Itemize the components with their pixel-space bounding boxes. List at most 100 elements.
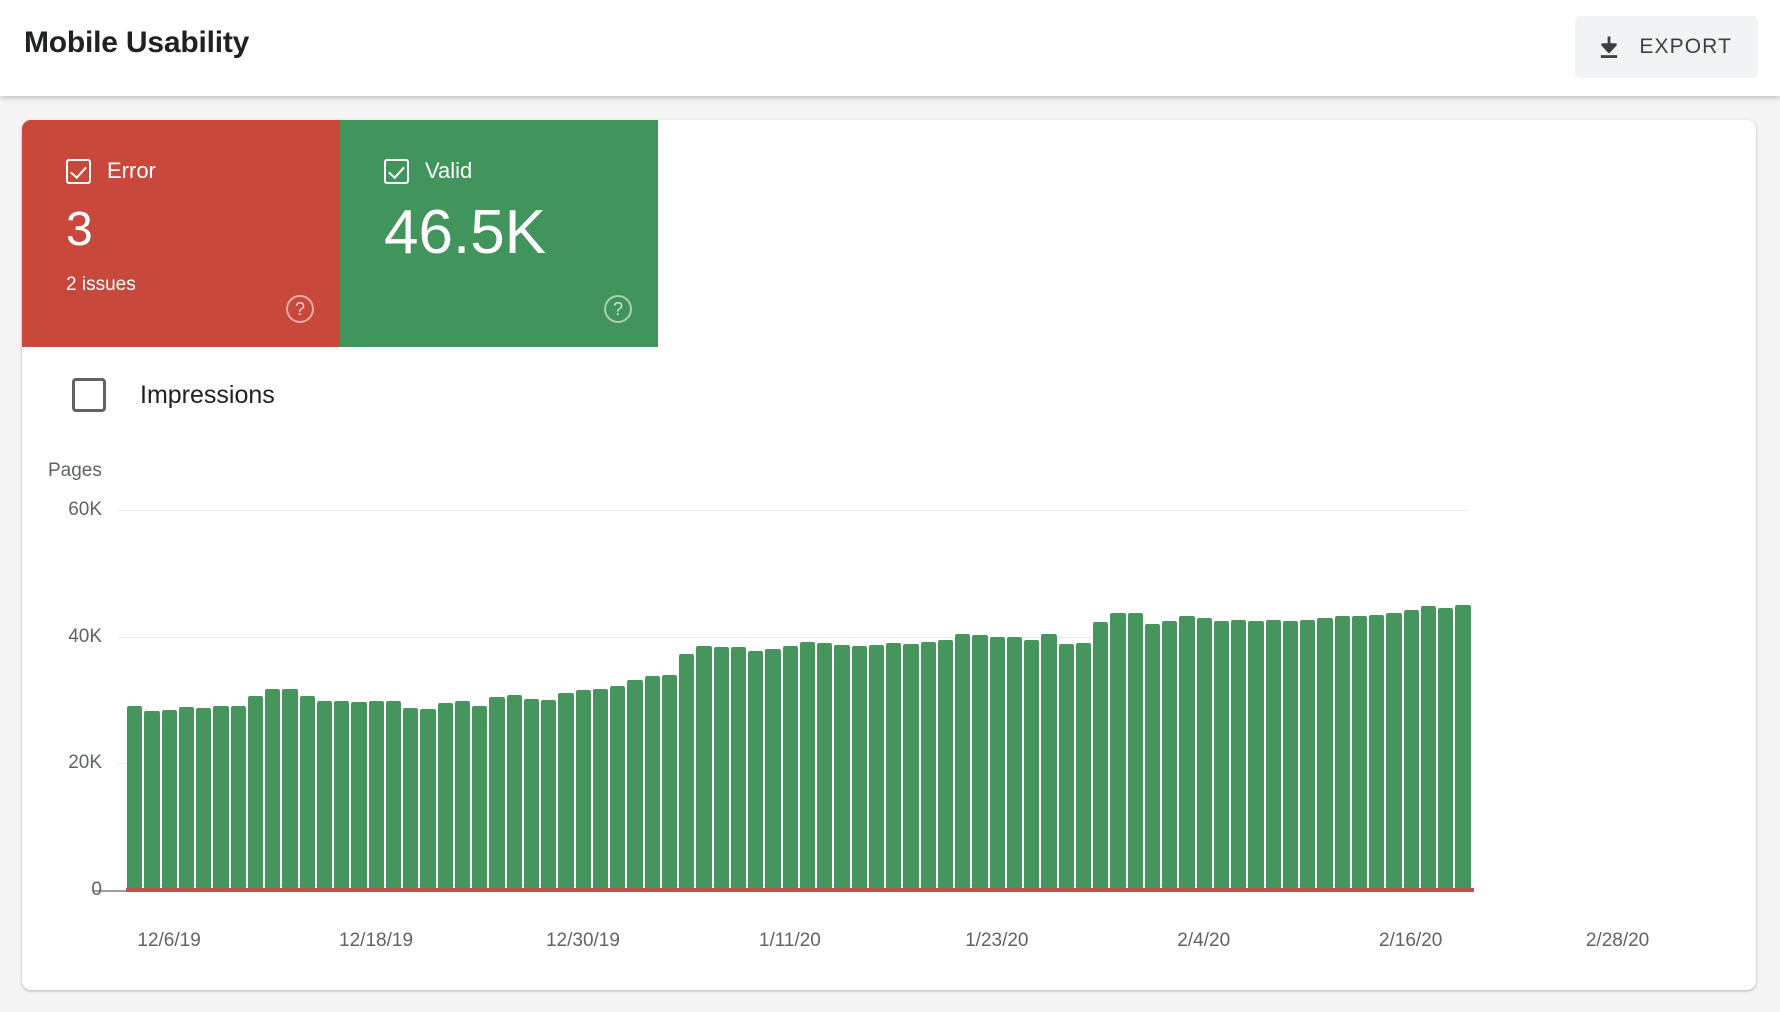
- status-card-error-label: Error: [107, 158, 156, 183]
- chart-bar[interactable]: [1454, 605, 1472, 890]
- chart-bar[interactable]: [936, 639, 954, 890]
- chart-bar[interactable]: [729, 647, 747, 890]
- page-header: Mobile Usability EXPORT: [0, 0, 1780, 96]
- chart-bar[interactable]: [867, 644, 885, 890]
- chart-bar[interactable]: [1264, 620, 1282, 890]
- chart-bar[interactable]: [591, 688, 609, 890]
- chart-bar[interactable]: [1023, 640, 1041, 890]
- chart-bar[interactable]: [574, 689, 592, 890]
- chart-bar[interactable]: [1230, 619, 1248, 890]
- chart-bar[interactable]: [419, 708, 437, 890]
- status-card-valid[interactable]: Valid 46.5K ?: [340, 120, 658, 347]
- x-tick-label: 1/23/20: [965, 930, 1029, 951]
- chart-bar[interactable]: [1195, 617, 1213, 890]
- chart-bar[interactable]: [522, 699, 540, 890]
- status-card-valid-label: Valid: [425, 158, 473, 183]
- x-tick-label: 2/28/20: [1585, 930, 1650, 951]
- chart-bar[interactable]: [333, 700, 351, 890]
- chart-bar[interactable]: [229, 706, 247, 890]
- chart-bar[interactable]: [816, 643, 834, 890]
- x-tick-label: 12/30/19: [545, 930, 620, 951]
- chart-bar[interactable]: [195, 707, 213, 890]
- chart-bar[interactable]: [626, 679, 644, 890]
- x-tick-label: 12/18/19: [339, 930, 414, 951]
- chart-bar[interactable]: [453, 701, 471, 890]
- checkbox-unchecked-icon[interactable]: [72, 378, 106, 412]
- status-card-error-issues: 2 issues: [66, 274, 136, 295]
- chart-bar[interactable]: [1281, 621, 1299, 890]
- chart-bar[interactable]: [954, 633, 972, 890]
- status-card-error-value: 3: [66, 203, 93, 256]
- chart-bar[interactable]: [471, 706, 489, 890]
- export-button-label: EXPORT: [1639, 35, 1732, 58]
- chart-bar[interactable]: [885, 643, 903, 890]
- chart-bar[interactable]: [298, 696, 316, 890]
- chart-bar[interactable]: [126, 706, 144, 890]
- chart-bar[interactable]: [1437, 607, 1455, 890]
- chart-bar[interactable]: [1316, 617, 1334, 890]
- help-circle-icon[interactable]: ?: [286, 295, 314, 323]
- chart-bar[interactable]: [988, 636, 1006, 890]
- chart-bar[interactable]: [1299, 619, 1317, 890]
- status-card-strip: Error 3 2 issues ? Valid 46.5K ?: [22, 120, 658, 347]
- chart-bar[interactable]: [367, 700, 385, 890]
- chart-bar[interactable]: [1126, 613, 1144, 890]
- chart-bar[interactable]: [747, 650, 765, 890]
- chart-bar[interactable]: [1057, 644, 1075, 890]
- chart-bar[interactable]: [1368, 614, 1386, 890]
- chart-bar[interactable]: [712, 646, 730, 890]
- chart-bar[interactable]: [643, 675, 661, 890]
- chart-bar[interactable]: [833, 644, 851, 890]
- chart-bar[interactable]: [660, 674, 678, 890]
- status-card-valid-head: Valid: [384, 158, 658, 184]
- chart-bar[interactable]: [609, 686, 627, 890]
- chart-bar[interactable]: [264, 689, 282, 890]
- chart-bar[interactable]: [402, 708, 420, 890]
- checkbox-checked-icon[interactable]: [66, 158, 91, 184]
- chart-bar[interactable]: [1161, 620, 1179, 890]
- chart-bar[interactable]: [315, 700, 333, 890]
- chart-bar[interactable]: [143, 711, 161, 890]
- checkbox-checked-icon[interactable]: [384, 158, 409, 184]
- chart-bar[interactable]: [1092, 622, 1110, 890]
- help-circle-icon[interactable]: ?: [604, 295, 632, 323]
- chart-bar[interactable]: [384, 700, 402, 890]
- chart-bar[interactable]: [1333, 615, 1351, 890]
- chart-bar[interactable]: [1385, 612, 1403, 890]
- chart-bar[interactable]: [902, 643, 920, 890]
- chart-bar[interactable]: [281, 688, 299, 890]
- chart-bar[interactable]: [1074, 643, 1092, 890]
- chart-bar[interactable]: [557, 693, 575, 890]
- chart-bar[interactable]: [1109, 612, 1127, 890]
- chart-bar[interactable]: [177, 706, 195, 890]
- chart-bar[interactable]: [695, 645, 713, 890]
- chart-bar[interactable]: [764, 649, 782, 890]
- chart-bar[interactable]: [212, 705, 230, 890]
- chart-bar[interactable]: [781, 646, 799, 890]
- chart-bar[interactable]: [246, 696, 264, 890]
- chart-bar[interactable]: [798, 641, 816, 890]
- chart-bar[interactable]: [971, 635, 989, 890]
- chart-bar[interactable]: [919, 642, 937, 890]
- chart-bar[interactable]: [1350, 615, 1368, 890]
- chart-bar[interactable]: [160, 710, 178, 890]
- x-tick-label: 1/11/20: [758, 930, 821, 951]
- chart-bar[interactable]: [436, 703, 454, 890]
- chart-bar[interactable]: [1040, 633, 1058, 890]
- impressions-toggle[interactable]: Impressions: [72, 378, 275, 412]
- status-card-error[interactable]: Error 3 2 issues ?: [22, 120, 340, 347]
- chart-bar[interactable]: [1402, 610, 1420, 890]
- export-button[interactable]: EXPORT: [1575, 16, 1758, 78]
- chart-bar[interactable]: [1247, 620, 1265, 890]
- chart-bar[interactable]: [1178, 615, 1196, 890]
- chart-bar[interactable]: [350, 701, 368, 890]
- chart-bar[interactable]: [1005, 637, 1023, 890]
- chart-bar[interactable]: [1419, 606, 1437, 890]
- chart-bar[interactable]: [1143, 624, 1161, 890]
- chart-bar[interactable]: [678, 653, 696, 890]
- chart-bar[interactable]: [505, 694, 523, 890]
- chart-bar[interactable]: [488, 696, 506, 890]
- chart-bar[interactable]: [1212, 621, 1230, 890]
- chart-bar[interactable]: [850, 645, 868, 890]
- chart-bar[interactable]: [540, 700, 558, 890]
